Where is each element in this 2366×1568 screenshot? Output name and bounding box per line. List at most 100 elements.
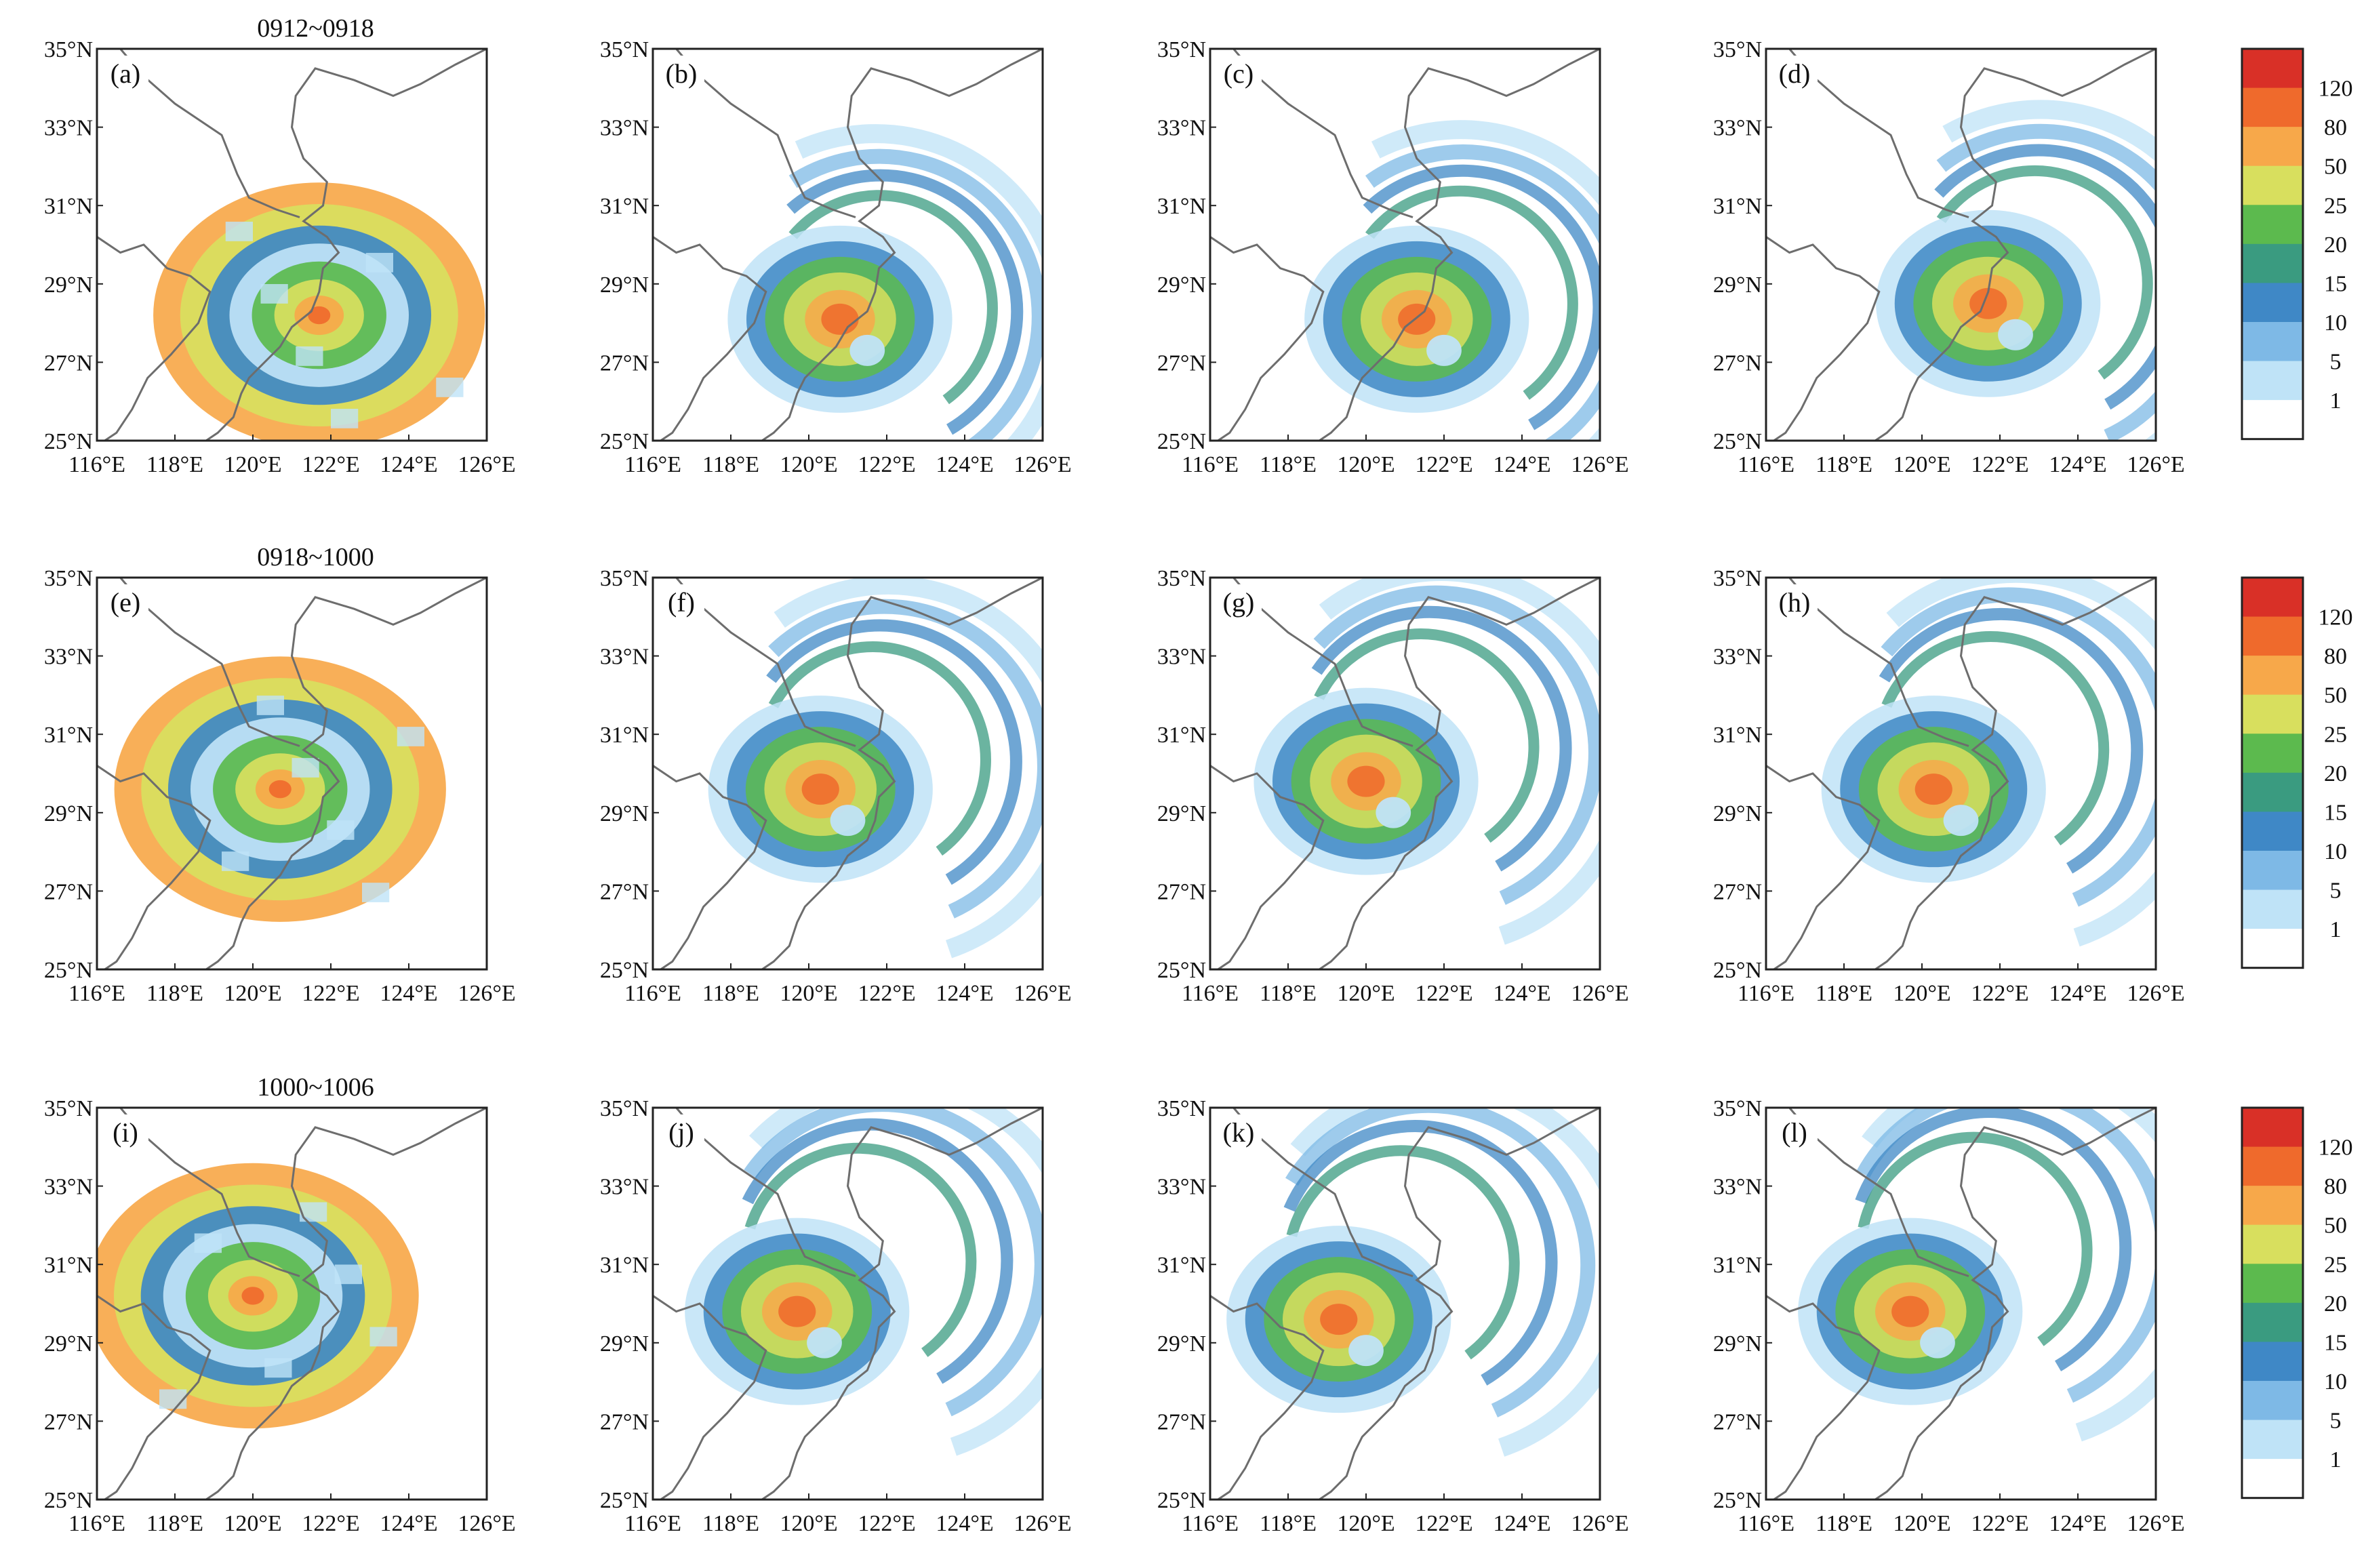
geography-lines [97,578,487,969]
lon-tick-label: 122°E [302,452,359,477]
colorbar-label: 25 [2324,1252,2347,1277]
coastline [1874,1108,2156,1500]
rain-patch [296,346,323,366]
lat-tick-label: 35°N [600,566,649,591]
rain-band [821,303,859,335]
colorbar-bin [2242,616,2303,657]
rainfall-field [727,124,1043,441]
lat-tick-label: 25°N [1157,958,1206,983]
lat-tick-label: 27°N [600,350,649,376]
lat-tick-label: 25°N [44,429,93,454]
colorbar: 120 80 50 25 20 15 10 5 1 [2241,1106,2353,1500]
lon-tick-label: 120°E [1893,981,1950,1006]
lat-tick-label: 33°N [1157,1175,1206,1200]
colorbar-bin [2242,400,2303,440]
rainfall-field [1254,578,1600,945]
spiral-band [1881,587,2156,907]
lat-tick-label: 25°N [44,958,93,983]
map-frame [1209,47,1601,442]
spiral-band [744,1108,1043,1417]
lon-tick-label: 124°E [380,1511,437,1536]
rainfall-field [685,1108,1043,1456]
colorbar-label: 10 [2324,310,2347,336]
lat-tick-label: 33°N [600,1175,649,1200]
rain-band [1398,303,1436,335]
lat-tick-label: 35°N [44,1096,93,1121]
lat-tick-label: 27°N [600,1409,649,1434]
lon-tick-label: 124°E [936,452,993,477]
coastline [205,578,487,969]
spiral-band [1365,185,1578,400]
lon-tick-label: 122°E [1971,981,2028,1006]
lon-tick-label: 126°E [1571,981,1628,1006]
lon-tick-label: 124°E [1493,1511,1550,1536]
lon-tick-label: 126°E [1571,452,1628,477]
map-frame [96,576,488,971]
panel-label-box [1771,1114,1818,1150]
lat-tick-label: 25°N [1713,1488,1762,1513]
province-border [1766,1295,1881,1500]
lat-tick-label: 29°N [44,273,93,298]
panel-label-box [102,56,148,91]
lat-tick-label: 27°N [1157,879,1206,904]
coastline [205,1108,487,1500]
lat-tick-label: 27°N [600,879,649,904]
panel-label: (l) [1782,1117,1807,1148]
panel-label-box [1771,56,1818,91]
lon-tick-label: 118°E [1816,1511,1872,1536]
rainfall-field [97,1163,419,1429]
colorbar-bin [2242,205,2303,245]
lat-tick-label: 29°N [1713,1331,1762,1356]
lon-tick-label: 118°E [1816,452,1872,477]
map-frame [1765,1106,2157,1501]
colorbar-label: 120 [2319,605,2353,630]
colorbar-label: 50 [2324,1213,2347,1239]
lat-tick-label: 35°N [1713,37,1762,62]
lon-tick-label: 122°E [858,1511,915,1536]
spiral-band [1936,123,2156,441]
rain-patch [397,727,424,746]
lon-tick-label: 122°E [302,1511,359,1536]
colorbar: 120 80 50 25 20 15 10 5 1 [2241,576,2353,969]
panel-label-box [658,584,704,620]
province-border [1232,1108,1413,1277]
lat-tick-label: 27°N [44,350,93,376]
province-border [97,765,212,969]
coastline [761,578,1043,969]
spiral-band [774,578,1043,959]
lon-tick-label: 122°E [1415,981,1472,1006]
lat-tick-label: 31°N [600,194,649,219]
panel-label: (d) [1779,58,1811,89]
lon-tick-label: 116°E [624,452,681,477]
lon-tick-label: 118°E [1260,1511,1317,1536]
lon-tick-label: 126°E [1014,1511,1071,1536]
lon-tick-label: 116°E [1182,452,1239,477]
lat-tick-label: 27°N [1713,1409,1762,1434]
rainfall-field [1226,1108,1600,1457]
province-border [1232,578,1413,747]
row-title: 0918~1000 [257,543,374,571]
panel-label: (c) [1224,58,1254,89]
spiral-band [766,619,1022,885]
spiral-band [1319,578,1600,945]
panel-label-box [1216,584,1262,620]
rain-patch [194,1233,222,1253]
rain-band [1969,287,2007,319]
rainfall-field [114,656,446,922]
rain-band [801,773,839,805]
lat-tick-label: 35°N [1157,37,1206,62]
spiral-band [1313,585,1600,905]
coastline [761,1108,1043,1500]
storm-eye [1348,1335,1384,1367]
colorbar-bin [2242,733,2303,773]
spiral-band [1881,631,2110,846]
colorbar-label: 50 [2324,683,2347,708]
panel-label: (b) [666,58,698,89]
coastline [1319,49,1600,441]
lat-tick-label: 27°N [1713,350,1762,376]
